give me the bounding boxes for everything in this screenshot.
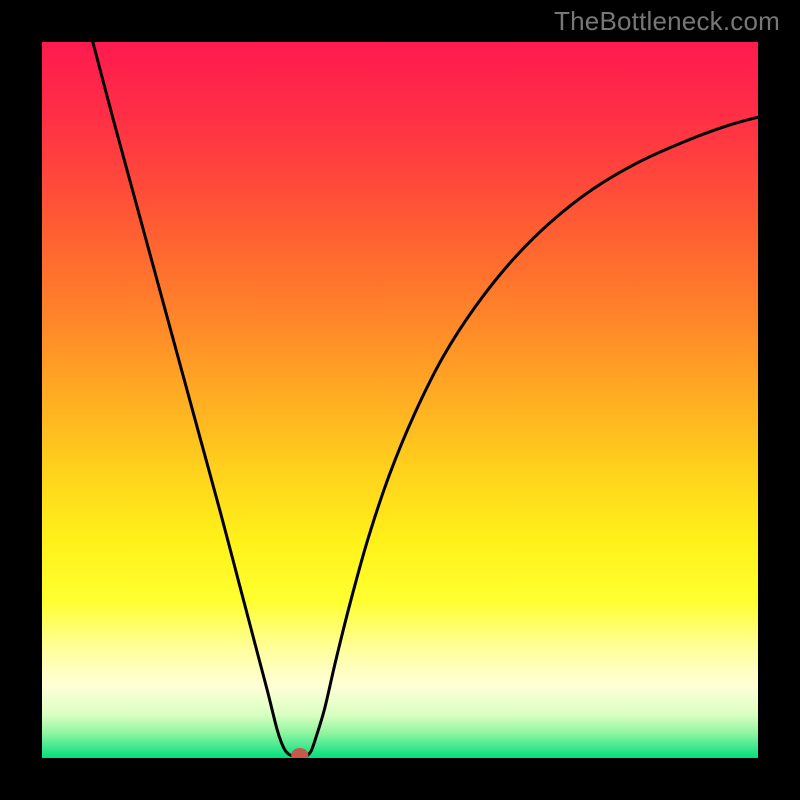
chart-container: TheBottleneck.com xyxy=(0,0,800,800)
chart-svg xyxy=(0,0,800,800)
plot-area xyxy=(42,42,758,758)
watermark-text: TheBottleneck.com xyxy=(554,6,780,37)
